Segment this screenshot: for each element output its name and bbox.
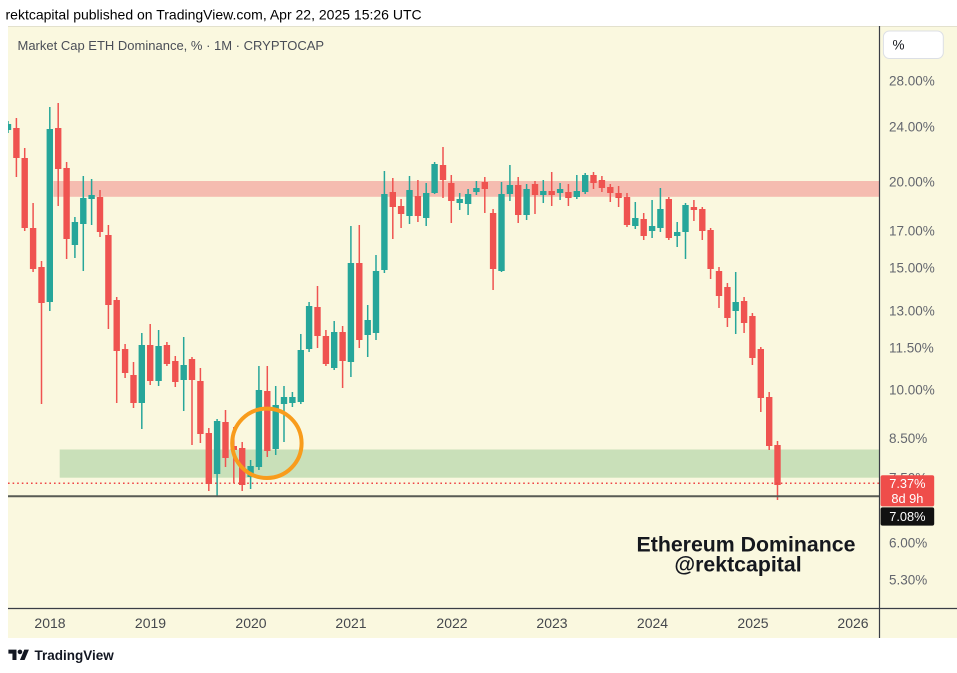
svg-text:11.50%: 11.50% [889,341,934,356]
svg-text:2020: 2020 [235,615,266,631]
svg-text:Market Cap ETH Dominance, % ·: Market Cap ETH Dominance, % · 1M · CRYPT… [18,38,325,53]
svg-text:2025: 2025 [737,615,768,631]
svg-text:8d 9h: 8d 9h [891,491,923,506]
svg-text:10.00%: 10.00% [889,383,935,398]
svg-text:@rektcapital: @rektcapital [674,553,801,577]
svg-text:17.00%: 17.00% [889,224,935,239]
svg-text:2024: 2024 [637,615,668,631]
svg-text:2026: 2026 [837,615,868,631]
svg-text:13.00%: 13.00% [889,304,935,319]
svg-text:20.00%: 20.00% [889,175,935,190]
svg-text:15.00%: 15.00% [889,261,935,276]
svg-text:28.00%: 28.00% [889,74,935,89]
svg-text:Ethereum Dominance: Ethereum Dominance [637,533,856,557]
svg-text:rektcapital published on Tradi: rektcapital published on TradingView.com… [6,7,422,23]
svg-text:6.00%: 6.00% [889,536,927,551]
svg-text:5.30%: 5.30% [889,573,927,588]
svg-text:7.08%: 7.08% [889,509,925,524]
svg-text:2018: 2018 [34,615,65,631]
svg-text:7.37%: 7.37% [889,476,925,491]
svg-text:2019: 2019 [135,615,166,631]
svg-text:2021: 2021 [335,615,366,631]
svg-text:8.50%: 8.50% [889,431,927,446]
svg-text:2022: 2022 [436,615,467,631]
svg-text:24.00%: 24.00% [889,120,935,135]
svg-text:%: % [893,38,905,53]
svg-text:2023: 2023 [536,615,567,631]
svg-text:TradingView: TradingView [35,648,115,663]
